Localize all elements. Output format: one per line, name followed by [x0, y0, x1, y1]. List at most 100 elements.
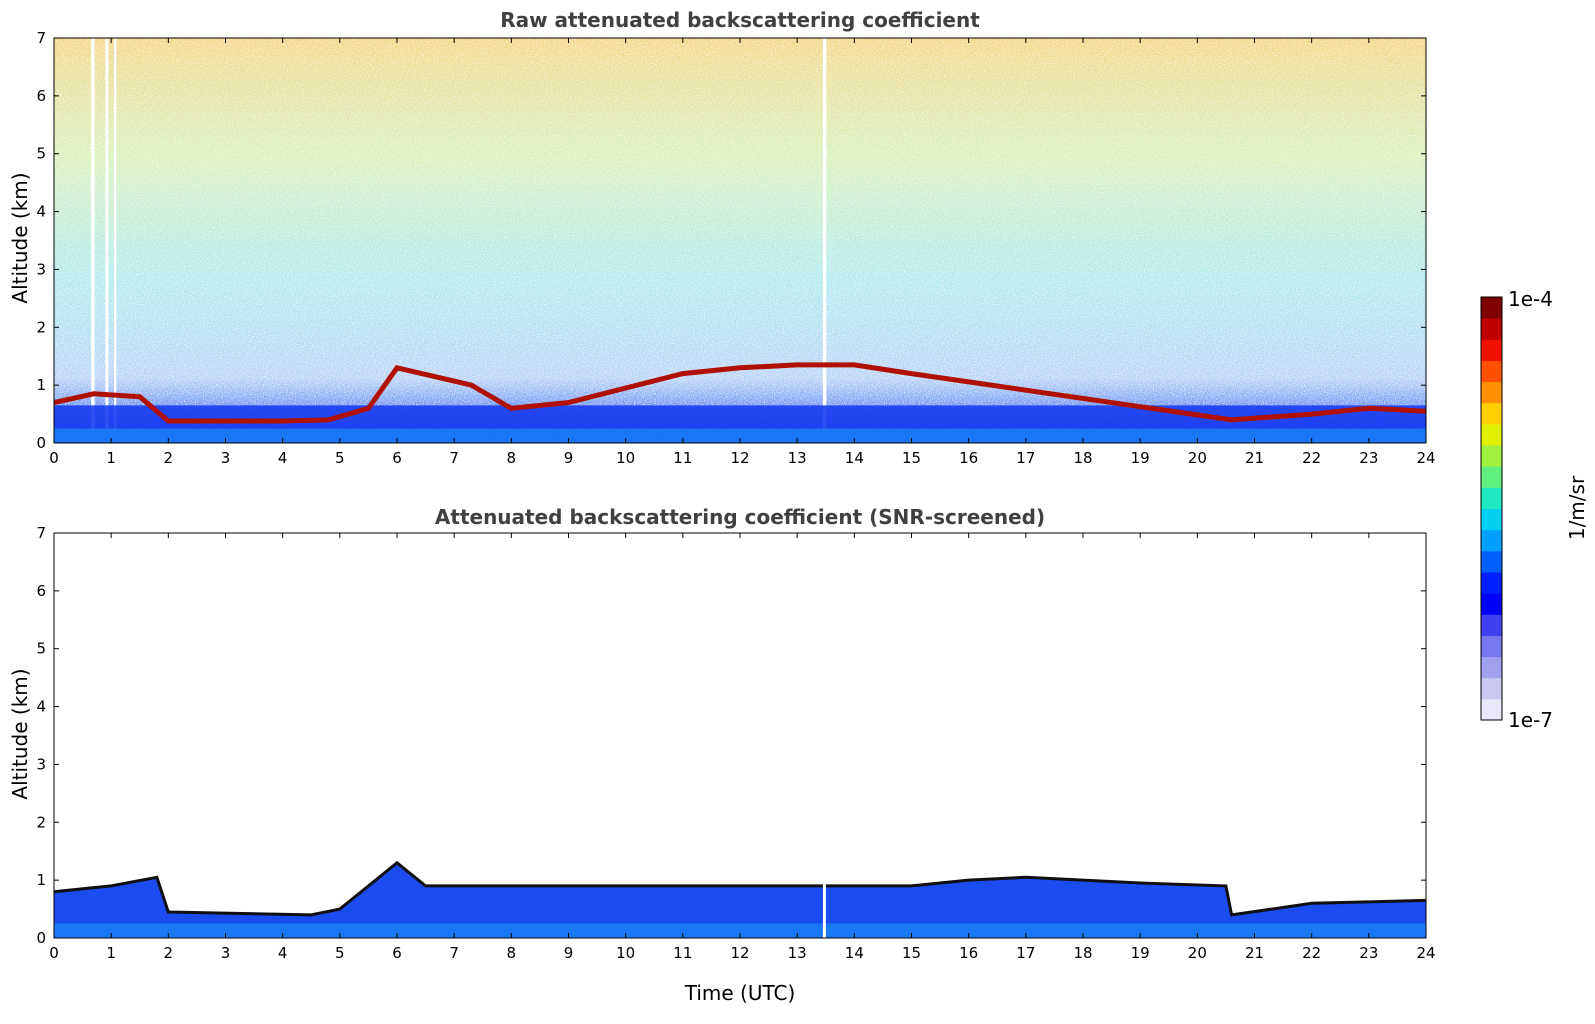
x-tick-label: 17: [1016, 449, 1035, 467]
colorbar-scale: [1481, 297, 1502, 721]
colorbar-band: [1481, 339, 1502, 361]
x-tick-label: 8: [507, 944, 517, 962]
colorbar-band: [1481, 423, 1502, 446]
colorbar-band: [1481, 381, 1502, 404]
x-tick-label: 17: [1016, 944, 1035, 962]
y-tick-label: 2: [36, 318, 46, 336]
y-tick-label: 2: [36, 813, 46, 831]
x-tick-label: 1: [106, 449, 116, 467]
x-tick-label: 7: [449, 944, 459, 962]
data-gap: [114, 38, 117, 443]
colorbar-band: [1481, 635, 1502, 658]
plot-area: [54, 533, 1426, 938]
x-tick-label: 15: [902, 449, 921, 467]
y-tick-label: 7: [36, 29, 46, 47]
colorbar-band: [1481, 550, 1502, 573]
y-tick-label: 3: [36, 755, 46, 773]
colorbar-band: [1481, 593, 1502, 615]
x-tick-label: 18: [1073, 944, 1092, 962]
x-tick-label: 16: [959, 944, 978, 962]
colorbar-band: [1481, 445, 1502, 467]
colorbar-band: [1481, 360, 1502, 383]
x-tick-label: 22: [1302, 449, 1321, 467]
colorbar-band: [1481, 318, 1502, 340]
y-tick-label: 0: [36, 434, 46, 452]
x-axis-label: Time (UTC): [684, 981, 796, 1005]
y-axis-label: Altitude (km): [8, 668, 32, 799]
x-tick-label: 24: [1416, 449, 1435, 467]
y-tick-label: 0: [36, 929, 46, 947]
y-tick-label: 4: [36, 203, 46, 221]
colorbar-band: [1481, 571, 1502, 594]
colorbar-min-label: 1e-7: [1508, 708, 1553, 732]
x-tick-label: 13: [788, 449, 807, 467]
x-tick-label: 5: [335, 449, 345, 467]
x-tick-label: 3: [221, 449, 231, 467]
x-tick-label: 15: [902, 944, 921, 962]
x-tick-label: 1: [106, 944, 116, 962]
masked-background: [54, 533, 1426, 938]
x-tick-label: 8: [507, 449, 517, 467]
colorbar-band: [1481, 487, 1502, 509]
x-tick-label: 13: [788, 944, 807, 962]
x-tick-label: 19: [1131, 944, 1150, 962]
x-tick-label: 4: [278, 449, 288, 467]
y-tick-label: 6: [36, 87, 46, 105]
y-tick-label: 3: [36, 260, 46, 278]
x-tick-label: 19: [1131, 449, 1150, 467]
x-tick-label: 12: [730, 449, 749, 467]
x-tick-label: 23: [1359, 944, 1378, 962]
y-tick-label: 5: [36, 145, 46, 163]
x-tick-label: 10: [616, 449, 635, 467]
x-tick-label: 12: [730, 944, 749, 962]
x-tick-label: 9: [564, 449, 574, 467]
x-tick-label: 2: [164, 449, 174, 467]
x-tick-label: 2: [164, 944, 174, 962]
colorbar-band: [1481, 614, 1502, 636]
x-tick-label: 22: [1302, 944, 1321, 962]
y-tick-label: 5: [36, 640, 46, 658]
colorbar-band: [1481, 698, 1502, 721]
x-tick-label: 4: [278, 944, 288, 962]
colorbar-band: [1481, 402, 1502, 425]
y-tick-label: 6: [36, 582, 46, 600]
x-tick-label: 21: [1245, 944, 1264, 962]
x-tick-label: 21: [1245, 449, 1264, 467]
colorbar-band: [1481, 656, 1502, 679]
x-tick-label: 5: [335, 944, 345, 962]
colorbar-frame: [1480, 296, 1503, 721]
heatmap-image: [54, 38, 1426, 443]
y-tick-label: 1: [36, 376, 46, 394]
x-tick-label: 0: [49, 944, 59, 962]
panel-title: Raw attenuated backscattering coefficien…: [500, 8, 980, 32]
data-gap: [822, 533, 826, 938]
x-tick-label: 7: [449, 449, 459, 467]
noise-overlay: [54, 38, 1426, 443]
y-tick-label: 4: [36, 698, 46, 716]
panel-title: Attenuated backscattering coefficient (S…: [435, 505, 1045, 529]
colorbar: 1e-4 1e-7 1/m/sr: [1480, 287, 1589, 732]
x-tick-label: 14: [845, 449, 864, 467]
cloud-layer: [54, 860, 1426, 917]
x-tick-label: 0: [49, 449, 59, 467]
colorbar-band: [1481, 466, 1502, 488]
colorbar-max-label: 1e-4: [1508, 287, 1553, 311]
cloud-layer: [54, 362, 1426, 424]
data-gap: [822, 38, 827, 443]
x-tick-label: 6: [392, 944, 402, 962]
x-tick-label: 3: [221, 944, 231, 962]
x-tick-label: 18: [1073, 449, 1092, 467]
colorbar-unit-label: 1/m/sr: [1565, 475, 1589, 540]
panel-screened: Attenuated backscattering coefficient (S…: [8, 505, 1436, 1005]
y-axis-label: Altitude (km): [8, 172, 32, 303]
y-tick-label: 1: [36, 871, 46, 889]
x-tick-label: 6: [392, 449, 402, 467]
data-gap: [91, 38, 95, 443]
x-tick-label: 23: [1359, 449, 1378, 467]
y-tick-label: 7: [36, 524, 46, 542]
data-gap: [105, 38, 109, 443]
x-tick-label: 20: [1188, 449, 1207, 467]
colorbar-band: [1481, 297, 1502, 319]
colorbar-band: [1481, 677, 1502, 700]
